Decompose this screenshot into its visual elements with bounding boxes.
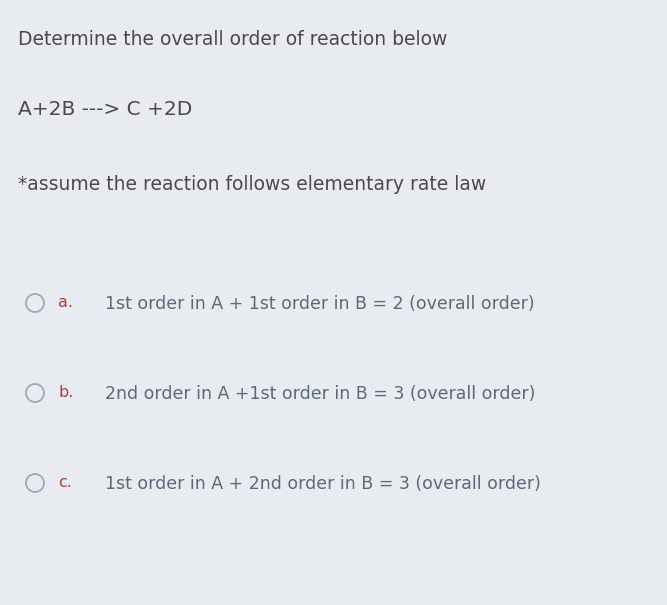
Text: 1st order in A + 2nd order in B = 3 (overall order): 1st order in A + 2nd order in B = 3 (ove… bbox=[105, 475, 541, 493]
Text: 1st order in A + 1st order in B = 2 (overall order): 1st order in A + 1st order in B = 2 (ove… bbox=[105, 295, 535, 313]
Text: A+2B ---> C +2D: A+2B ---> C +2D bbox=[18, 100, 192, 119]
Text: c.: c. bbox=[58, 475, 72, 490]
Text: a.: a. bbox=[58, 295, 73, 310]
Text: Determine the overall order of reaction below: Determine the overall order of reaction … bbox=[18, 30, 448, 49]
Text: *assume the reaction follows elementary rate law: *assume the reaction follows elementary … bbox=[18, 175, 486, 194]
Text: b.: b. bbox=[58, 385, 73, 400]
Text: 2nd order in A +1st order in B = 3 (overall order): 2nd order in A +1st order in B = 3 (over… bbox=[105, 385, 536, 403]
